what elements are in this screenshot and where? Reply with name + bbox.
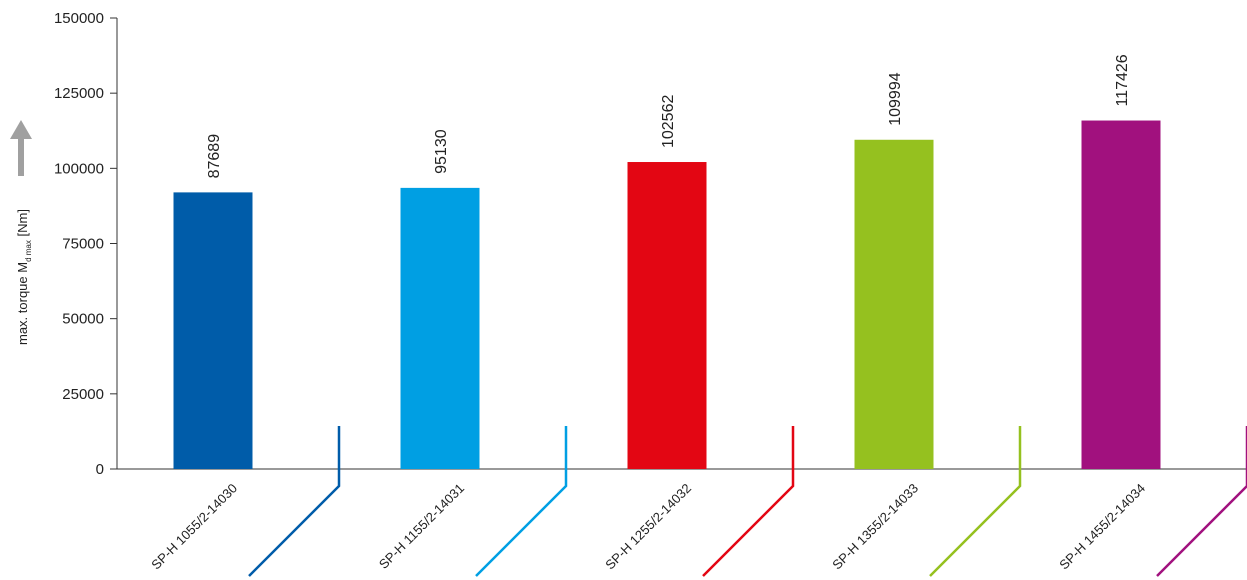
category-label: SP-H 1455/2-14034 [1056, 481, 1148, 573]
y-tick-label: 125000 [54, 85, 104, 102]
data-labels-group: 87689 95130 102562 109994 117426 [206, 54, 1131, 178]
category-label: SP-H 1055/2-14030 [148, 481, 240, 573]
bar [173, 192, 253, 470]
category-marker-line [1156, 426, 1247, 577]
bar [1081, 120, 1161, 469]
y-tick-label: 150000 [54, 10, 104, 27]
bar [400, 187, 480, 470]
bar-value-label: 87689 [206, 134, 223, 179]
category-label: SP-H 1355/2-14033 [829, 481, 921, 573]
bar-value-label: 117426 [1114, 54, 1131, 106]
category-label: SP-H 1155/2-14031 [376, 481, 467, 572]
bar-value-label: 109994 [887, 72, 904, 125]
category-marker-line [702, 426, 795, 577]
bar-value-label: 102562 [660, 95, 677, 148]
y-axis-ticks: 0 25000 50000 75000 100000 125000 150000 [54, 10, 117, 478]
y-axis-arrow-icon [10, 120, 32, 176]
bar [627, 162, 707, 469]
y-tick-label: 75000 [62, 236, 104, 253]
bar [854, 139, 934, 469]
y-tick-label: 25000 [62, 386, 104, 403]
bar-value-label: 95130 [433, 129, 450, 174]
bars-group [173, 120, 1161, 470]
category-marker-line [475, 426, 568, 577]
y-axis-label: max. torque Md max [Nm] [15, 209, 33, 345]
category-marker-line [929, 426, 1022, 577]
y-tick-label: 50000 [62, 311, 104, 328]
category-marker-line [248, 426, 341, 577]
category-label: SP-H 1255/2-14032 [602, 481, 694, 573]
y-tick-label: 100000 [54, 160, 104, 177]
y-tick-label: 0 [96, 461, 104, 478]
